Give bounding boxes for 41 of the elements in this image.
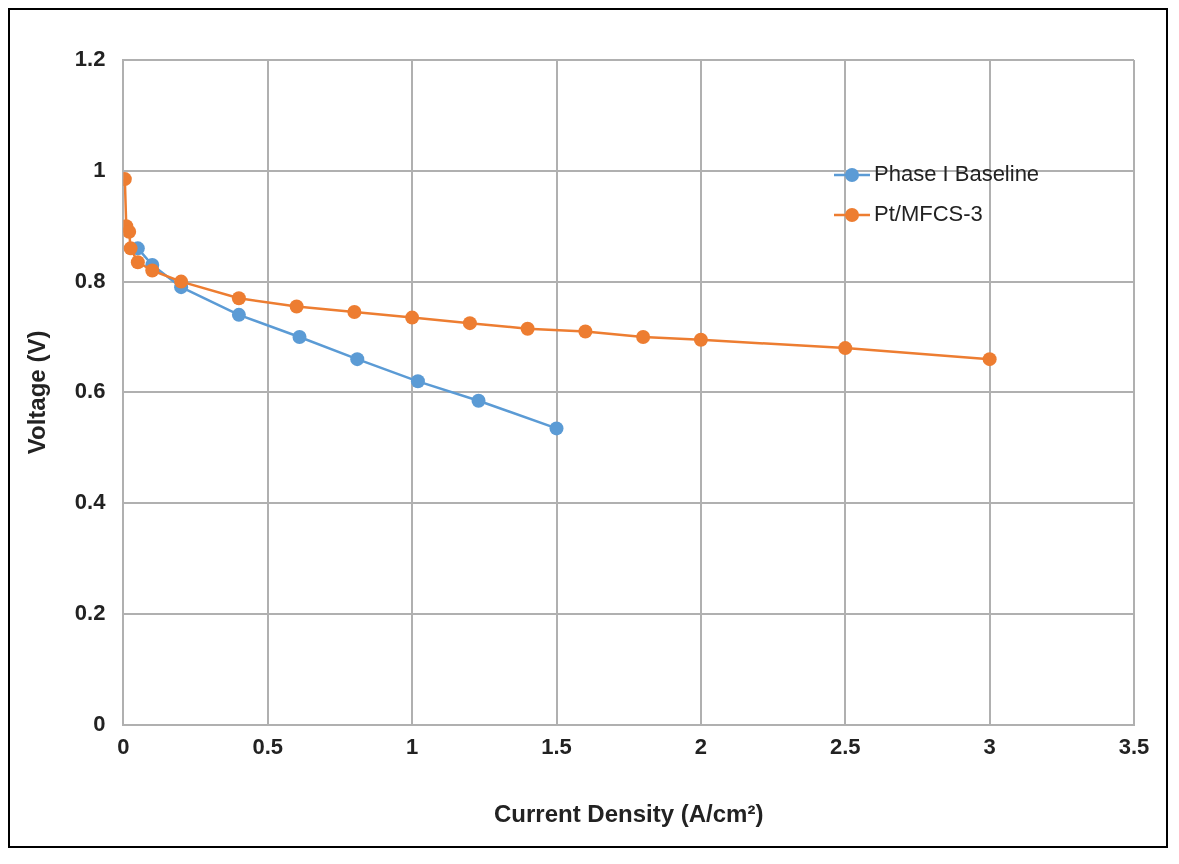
point <box>130 255 145 270</box>
point <box>410 374 425 389</box>
point <box>231 291 246 306</box>
x-tick-label: 0.5 <box>252 734 284 760</box>
y-tick-label: 1.2 <box>74 46 106 72</box>
y-tick-label: 0.6 <box>74 378 106 404</box>
x-tick-label: 2.5 <box>829 734 861 760</box>
point <box>405 310 420 325</box>
point <box>471 393 486 408</box>
point <box>838 341 853 356</box>
point <box>520 321 535 336</box>
point <box>123 241 138 256</box>
point <box>145 263 160 278</box>
x-tick-label: 2 <box>694 734 707 760</box>
y-tick-label: 1 <box>93 156 106 182</box>
y-tick-label: 0.8 <box>74 267 106 293</box>
point <box>289 299 304 314</box>
y-tick-label: 0.4 <box>74 489 107 515</box>
x-tick-label: 1 <box>406 734 419 760</box>
legend-label: Phase I Baseline <box>874 161 1040 187</box>
point <box>123 224 137 239</box>
x-axis-title: Current Density (A/cm²) <box>494 800 764 828</box>
point <box>174 274 189 289</box>
point <box>636 330 651 344</box>
point <box>693 332 708 347</box>
point <box>982 352 997 367</box>
y-tick-label: 0.2 <box>74 600 106 626</box>
x-tick-label: 1.5 <box>541 734 572 760</box>
legend-label: Pt/MFCS-3 <box>874 201 983 227</box>
point <box>549 421 564 436</box>
x-tick-label: 3.5 <box>1118 734 1150 760</box>
point <box>578 324 593 339</box>
point <box>292 330 307 344</box>
x-tick-label: 3 <box>983 734 996 760</box>
point <box>231 307 246 322</box>
y-axis-title: Voltage (V) <box>23 330 51 455</box>
point <box>347 305 362 320</box>
y-tick-label: 0 <box>93 710 106 736</box>
x-tick-label: 0 <box>117 734 130 760</box>
point <box>462 316 477 331</box>
point <box>350 352 365 367</box>
